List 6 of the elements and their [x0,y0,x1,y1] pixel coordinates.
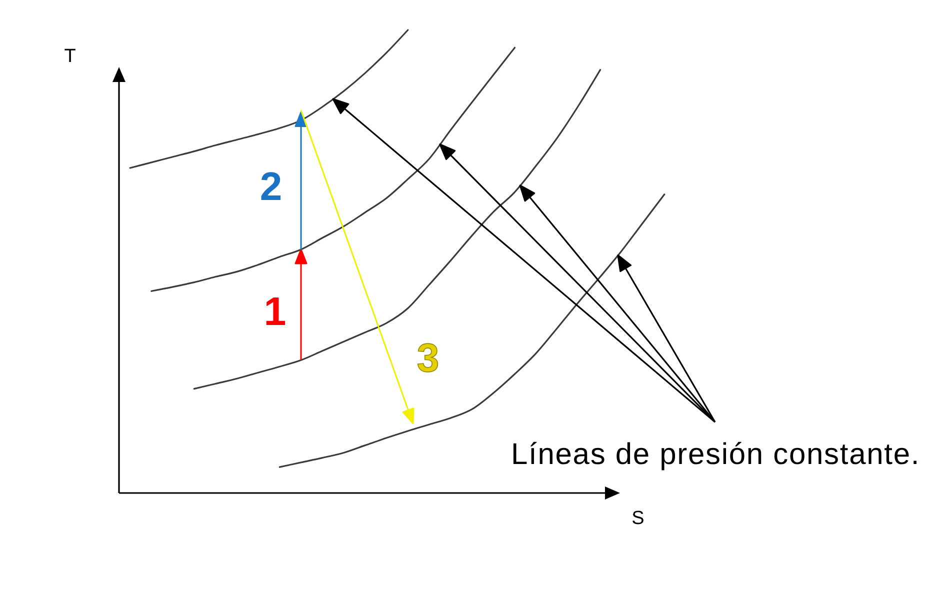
annotation: 3 [416,336,440,380]
y-axis-title: T [64,46,76,67]
annotation: Líneas de presión constante. [511,438,920,471]
annotation: 1 [264,290,286,334]
x-axis-title: S [632,508,644,529]
annotation: 2 [260,164,282,209]
